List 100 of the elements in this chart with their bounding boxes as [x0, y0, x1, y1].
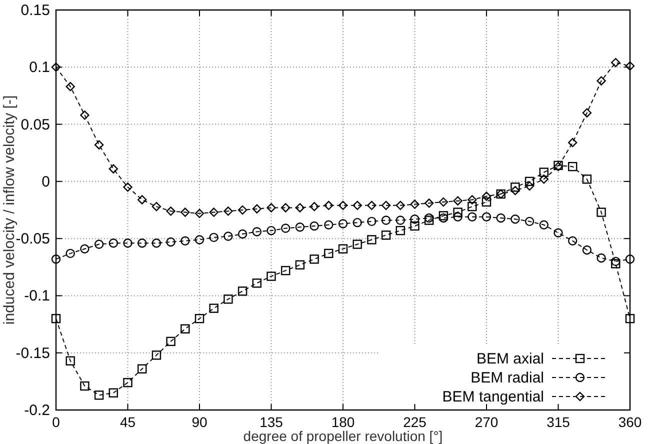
point — [138, 195, 147, 204]
point — [138, 238, 147, 248]
point — [367, 200, 376, 210]
y-tick-label: -0.2 — [24, 402, 50, 419]
point — [611, 58, 620, 68]
point — [80, 110, 90, 120]
point — [123, 378, 132, 388]
point — [180, 324, 190, 334]
point — [625, 254, 635, 264]
point — [138, 364, 147, 374]
point — [367, 235, 376, 244]
x-tick-label: 225 — [403, 414, 427, 430]
point — [582, 245, 592, 255]
point — [496, 213, 506, 223]
point — [524, 176, 534, 186]
point — [338, 200, 348, 210]
x-tick-label: 360 — [618, 414, 642, 430]
point — [338, 219, 348, 228]
point — [596, 253, 606, 263]
point — [338, 244, 348, 254]
point — [224, 232, 233, 241]
point — [568, 138, 578, 148]
point — [166, 336, 176, 346]
x-tick-label: 0 — [52, 414, 60, 430]
y-tick-label: 0.05 — [20, 116, 50, 134]
point — [381, 200, 391, 210]
legend-label: BEM radial — [470, 370, 544, 386]
point — [482, 212, 492, 222]
point — [438, 197, 448, 207]
point — [238, 205, 248, 215]
point — [625, 314, 635, 324]
point — [410, 221, 420, 231]
point — [554, 228, 563, 238]
point — [51, 254, 61, 264]
x-tick-label: 45 — [120, 414, 136, 430]
point — [396, 200, 405, 210]
point — [611, 259, 620, 268]
point — [252, 227, 262, 236]
y-axis-title: induced velocity / inflow velocity [-] — [1, 95, 18, 325]
point — [468, 212, 477, 222]
point — [396, 216, 405, 225]
point — [180, 236, 190, 246]
point — [152, 202, 162, 212]
point — [568, 162, 578, 172]
point — [108, 238, 118, 248]
point — [252, 278, 262, 288]
point — [482, 197, 492, 207]
point — [482, 192, 492, 201]
point — [310, 254, 319, 264]
point — [180, 208, 190, 217]
point — [80, 381, 90, 391]
point — [324, 248, 334, 258]
x-tick-label: 90 — [192, 414, 208, 430]
point — [194, 208, 204, 218]
point — [352, 200, 362, 210]
y-tick-label: 0 — [42, 173, 50, 190]
point — [453, 196, 462, 206]
point — [194, 235, 204, 244]
point — [582, 174, 592, 184]
point — [238, 229, 248, 239]
point — [568, 236, 578, 246]
point — [410, 214, 420, 224]
point — [252, 204, 262, 214]
point — [80, 244, 90, 254]
point — [596, 76, 606, 86]
point — [94, 240, 104, 249]
point — [539, 220, 548, 230]
point — [123, 238, 132, 248]
point — [310, 202, 319, 212]
point — [524, 216, 534, 226]
point — [281, 224, 290, 233]
point — [510, 214, 520, 224]
point — [295, 260, 305, 270]
point — [94, 140, 104, 150]
point — [438, 211, 448, 220]
y-tick-label: 0.15 — [20, 2, 50, 19]
point — [94, 390, 104, 400]
point — [510, 182, 520, 192]
point — [281, 266, 290, 276]
point — [224, 206, 233, 216]
x-tick-label: 135 — [260, 414, 284, 430]
point — [352, 240, 362, 249]
point — [209, 208, 218, 217]
point — [123, 182, 132, 192]
point — [582, 108, 592, 118]
point — [108, 164, 118, 174]
point — [166, 206, 176, 216]
point — [152, 238, 162, 248]
legend-label: BEM tangential — [442, 388, 544, 406]
point — [66, 248, 75, 258]
y-tick-label: -0.15 — [16, 344, 50, 362]
point — [152, 350, 162, 360]
point — [410, 200, 420, 209]
point — [424, 216, 434, 225]
point — [209, 232, 218, 242]
point — [367, 216, 376, 226]
point — [310, 221, 319, 231]
x-tick-label: 270 — [474, 414, 498, 430]
point — [281, 203, 290, 212]
point — [396, 226, 405, 236]
